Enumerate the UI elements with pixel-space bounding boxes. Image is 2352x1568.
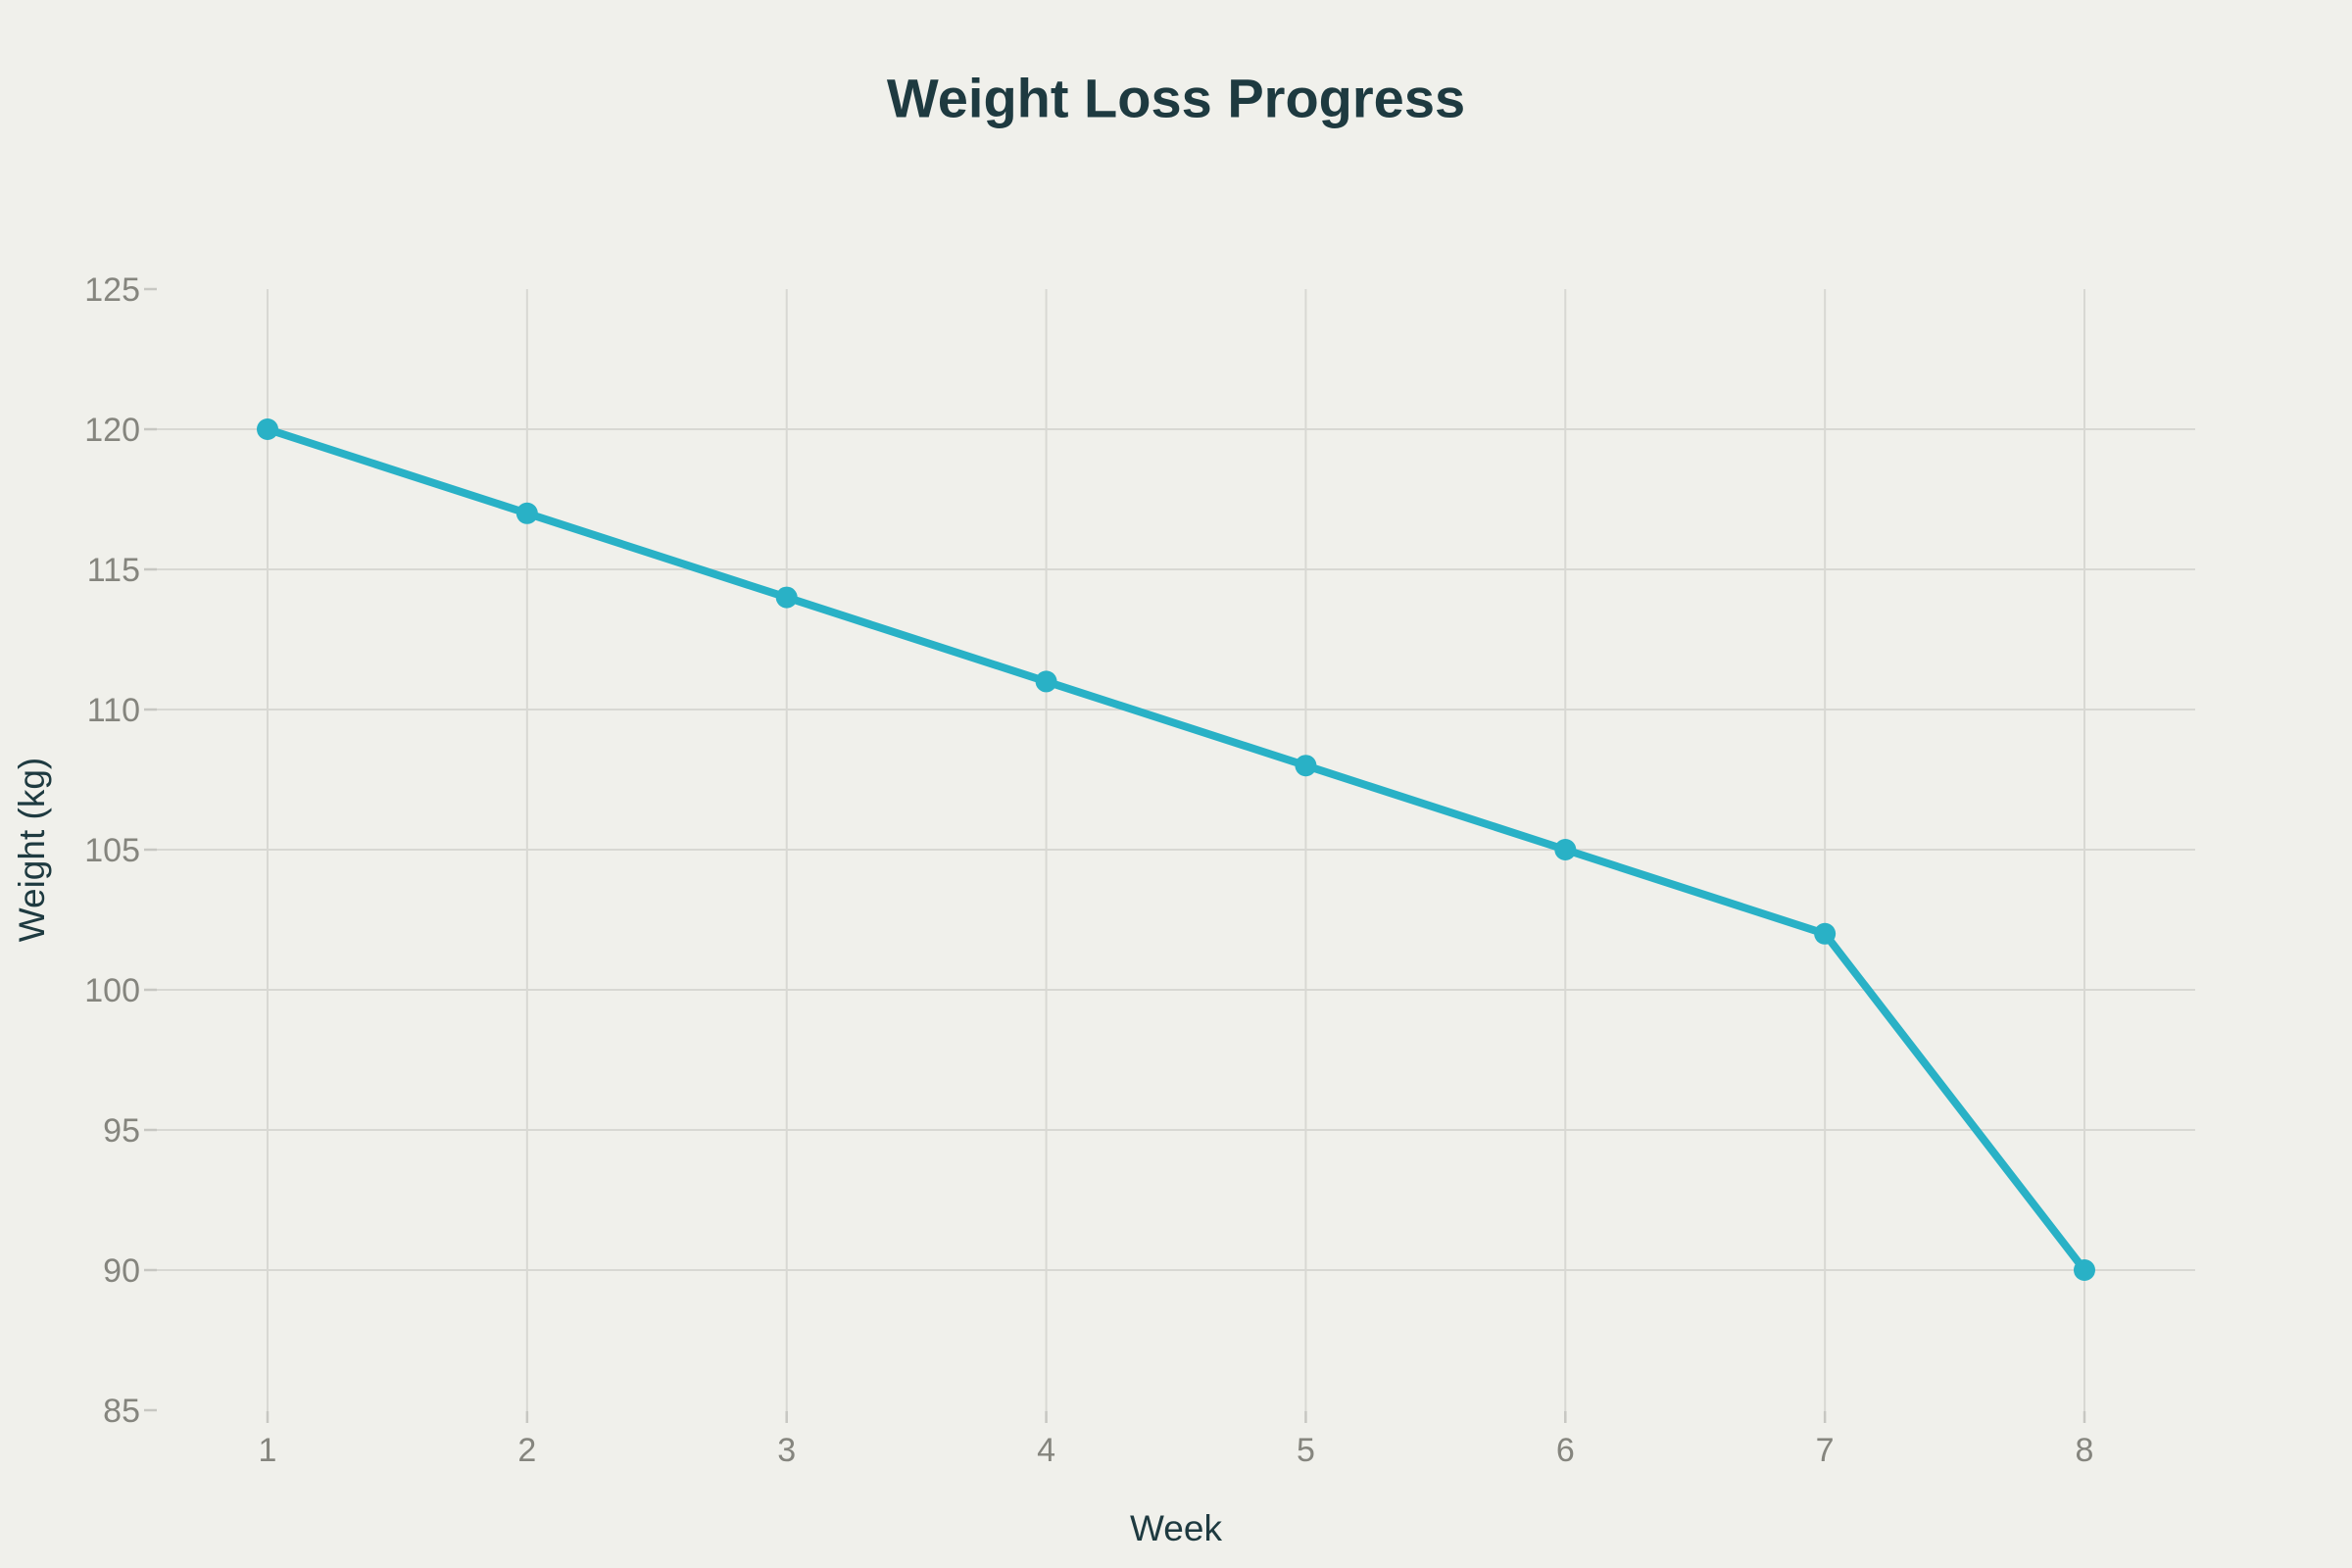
data-point-week-3: [775, 586, 798, 609]
data-point-week-7: [1814, 922, 1837, 945]
data-point-week-5: [1295, 755, 1317, 777]
y-tick-label-100: 100: [84, 972, 140, 1009]
x-tick-label-1: 1: [259, 1432, 277, 1469]
y-tick-label-105: 105: [84, 832, 140, 869]
x-tick-label-8: 8: [2076, 1432, 2094, 1469]
x-tick-label-2: 2: [517, 1432, 536, 1469]
x-axis-label: Week: [1130, 1508, 1222, 1548]
y-tick-label-95: 95: [103, 1112, 140, 1150]
data-point-week-4: [1035, 670, 1057, 693]
x-tick-label-7: 7: [1816, 1432, 1835, 1469]
y-tick-label-90: 90: [103, 1252, 140, 1290]
data-point-week-8: [2073, 1259, 2095, 1281]
x-tick-label-4: 4: [1037, 1432, 1055, 1469]
y-tick-label-125: 125: [84, 271, 140, 309]
y-tick-label-85: 85: [103, 1393, 140, 1430]
data-point-week-1: [257, 418, 278, 440]
x-tick-label-5: 5: [1297, 1432, 1315, 1469]
y-tick-label-120: 120: [84, 412, 140, 449]
x-tick-label-6: 6: [1556, 1432, 1575, 1469]
x-tick-label-3: 3: [777, 1432, 796, 1469]
data-point-week-2: [515, 502, 538, 524]
weight-line: [264, 425, 2088, 1274]
data-point-week-6: [1554, 839, 1577, 860]
y-axis-label: Weight (kg): [12, 757, 52, 943]
y-tick-label-115: 115: [87, 552, 140, 589]
y-tick-label-110: 110: [87, 692, 140, 729]
chart-title: Weight Loss Progress: [886, 67, 1466, 129]
